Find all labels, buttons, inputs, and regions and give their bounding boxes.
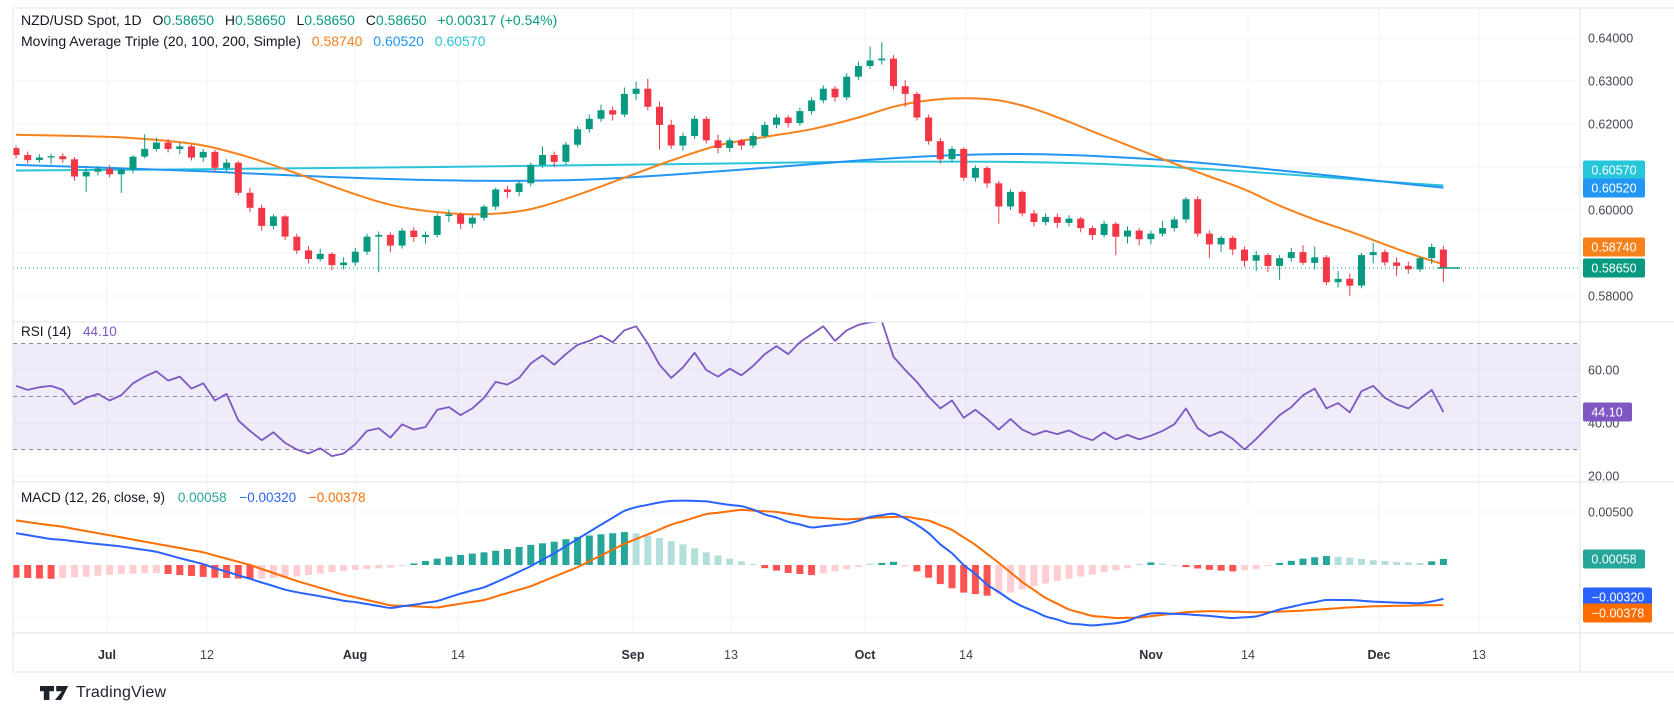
svg-text:0.58650: 0.58650 <box>1591 262 1636 276</box>
rsi-pane-legend: RSI (14) 44.10 <box>21 324 117 339</box>
chart-legend: NZD/USD Spot, 1D O0.58650 H0.58650 L0.58… <box>21 10 557 52</box>
svg-text:Nov: Nov <box>1139 648 1163 662</box>
ma20-line <box>15 97 1444 266</box>
svg-text:0.60520: 0.60520 <box>1591 182 1636 196</box>
rsi-band <box>13 343 1580 450</box>
tradingview-logo-text: TradingView <box>76 684 167 701</box>
rsi-plot <box>15 322 1445 458</box>
low-value: 0.58650 <box>304 12 355 28</box>
svg-text:0.60000: 0.60000 <box>1588 204 1633 218</box>
high-label: H <box>224 12 235 28</box>
ma100-value: 0.60520 <box>373 33 424 49</box>
macd-axis-ticks[interactable]: 0.00500 <box>1588 506 1633 520</box>
svg-text:0.00058: 0.00058 <box>1591 553 1636 567</box>
candles <box>13 42 1447 296</box>
svg-text:0.58000: 0.58000 <box>1588 290 1633 304</box>
svg-text:0.58740: 0.58740 <box>1591 241 1636 255</box>
ma20-value: 0.58740 <box>311 33 363 49</box>
pane-separators[interactable] <box>12 7 1674 673</box>
svg-text:12: 12 <box>200 648 214 662</box>
svg-text:0.63000: 0.63000 <box>1588 75 1633 89</box>
svg-text:−0.00320: −0.00320 <box>1592 591 1645 605</box>
svg-text:0.60570: 0.60570 <box>1591 164 1636 178</box>
close-value: 0.58650 <box>375 12 427 28</box>
macd-pane-legend: MACD (12, 26, close, 9) 0.00058 −0.00320… <box>21 490 366 505</box>
svg-text:Aug: Aug <box>343 648 367 662</box>
macd-axis-badges: 0.00058 −0.00320 −0.00378 <box>1583 549 1652 623</box>
macd-title[interactable]: MACD (12, 26, close, 9) <box>21 490 166 505</box>
price-axis-badges: 0.60570 0.60520 0.58740 0.58650 <box>1583 160 1645 278</box>
symbol-row: NZD/USD Spot, 1D O0.58650 H0.58650 L0.58… <box>21 10 557 31</box>
ma-indicator-row: Moving Average Triple (20, 100, 200, Sim… <box>21 31 557 52</box>
price-axis-ticks[interactable]: 0.64000 0.63000 0.62000 0.60000 0.58000 <box>1588 32 1633 304</box>
svg-text:14: 14 <box>451 648 465 662</box>
macd-hist-value: 0.00058 <box>177 490 227 505</box>
svg-text:Jul: Jul <box>98 648 116 662</box>
svg-text:Sep: Sep <box>622 648 645 662</box>
svg-text:0.62000: 0.62000 <box>1588 118 1633 132</box>
ma-indicator-title[interactable]: Moving Average Triple (20, 100, 200, Sim… <box>21 33 301 49</box>
svg-text:Oct: Oct <box>855 648 877 662</box>
rsi-title[interactable]: RSI (14) <box>21 324 72 339</box>
svg-text:0.00500: 0.00500 <box>1588 506 1633 520</box>
open-label: O <box>152 12 164 28</box>
moving-averages <box>15 97 1444 266</box>
svg-text:20.00: 20.00 <box>1588 470 1619 484</box>
ma200-value: 0.60570 <box>434 33 486 49</box>
svg-text:14: 14 <box>1241 648 1255 662</box>
open-value: 0.58650 <box>163 12 214 28</box>
change-value: +0.00317 (+0.54%) <box>437 12 558 28</box>
svg-text:14: 14 <box>959 648 973 662</box>
tradingview-icon <box>40 686 69 700</box>
time-gridlines <box>106 8 1480 633</box>
macd-line-value: −0.00320 <box>239 490 297 505</box>
rsi-line <box>15 322 1445 458</box>
svg-text:0.64000: 0.64000 <box>1588 32 1633 46</box>
rsi-value: 44.10 <box>83 324 117 339</box>
rsi-axis-badges: 44.10 <box>1583 402 1632 422</box>
price-gridlines <box>13 37 1580 619</box>
close-label: C <box>365 12 376 28</box>
tradingview-logo[interactable]: TradingView <box>40 684 166 702</box>
svg-text:13: 13 <box>1472 648 1486 662</box>
time-axis[interactable]: Jul 12 Aug 14 Sep 13 Oct 14 Nov 14 Dec 13 <box>98 648 1486 662</box>
svg-text:−0.00378: −0.00378 <box>1592 607 1645 621</box>
ma100-line <box>15 153 1444 189</box>
svg-text:44.10: 44.10 <box>1591 406 1622 420</box>
svg-text:Dec: Dec <box>1368 648 1391 662</box>
macd-signal-value: −0.00378 <box>308 490 366 505</box>
macd-signal-line <box>15 508 1444 620</box>
low-label: L <box>296 12 305 28</box>
high-value: 0.58650 <box>235 12 286 28</box>
macd-main-line <box>15 499 1444 627</box>
macd-histogram <box>13 532 1447 596</box>
svg-text:60.00: 60.00 <box>1588 364 1619 378</box>
symbol-title[interactable]: NZD/USD Spot, 1D <box>21 12 142 28</box>
macd-lines <box>15 499 1444 627</box>
svg-text:13: 13 <box>724 648 738 662</box>
